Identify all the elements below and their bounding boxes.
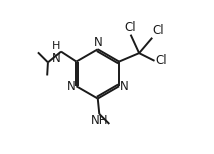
Text: Cl: Cl <box>155 54 167 67</box>
Text: NH: NH <box>91 114 108 127</box>
Text: N: N <box>52 52 61 65</box>
Text: N: N <box>94 36 103 49</box>
Text: H: H <box>52 41 61 51</box>
Text: Cl: Cl <box>153 24 164 37</box>
Text: Cl: Cl <box>124 21 136 34</box>
Text: N: N <box>67 80 76 93</box>
Text: N: N <box>120 80 129 93</box>
